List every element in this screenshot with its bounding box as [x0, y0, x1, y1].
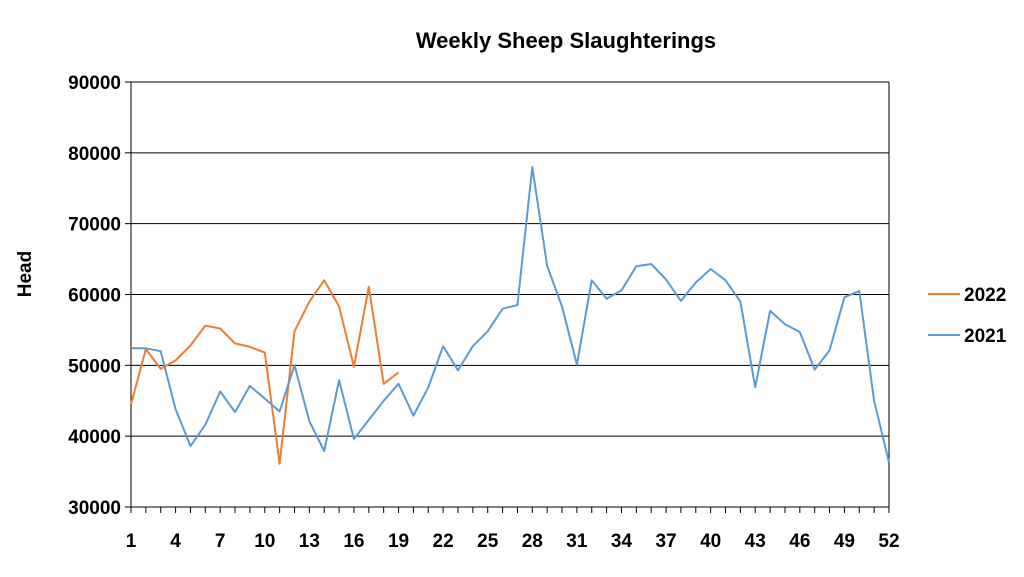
x-tick-label: 52 — [878, 531, 899, 552]
x-tick-label: 43 — [745, 531, 766, 552]
x-tick-label: 1 — [126, 531, 137, 552]
chart-title: Weekly Sheep Slaughterings — [416, 28, 716, 53]
legend-label-2022: 2022 — [964, 285, 1006, 306]
y-tick-label: 40000 — [68, 427, 121, 448]
x-tick-label: 46 — [789, 531, 810, 552]
y-tick-label: 70000 — [68, 215, 121, 236]
series-line-2022 — [130, 279, 400, 465]
x-tick-label: 31 — [566, 531, 588, 552]
legend-label-2021: 2021 — [964, 326, 1007, 347]
x-tick-label: 7 — [215, 531, 226, 552]
y-tick-label: 90000 — [68, 73, 121, 94]
x-tick-label: 4 — [170, 531, 181, 552]
x-tick-label: 37 — [655, 531, 676, 552]
y-tick-label: 50000 — [68, 356, 121, 377]
x-tick-label: 19 — [388, 531, 409, 552]
series-line-2021 — [131, 166, 890, 463]
x-tick-label: 28 — [522, 531, 543, 552]
y-tick-label: 60000 — [68, 286, 121, 307]
x-tick-label: 22 — [433, 531, 454, 552]
x-tick-label: 49 — [834, 531, 855, 552]
x-tick-label: 10 — [254, 531, 275, 552]
y-tick-label: 80000 — [68, 144, 121, 165]
x-tick-label: 16 — [343, 531, 364, 552]
x-tick-label: 25 — [477, 531, 499, 552]
y-axis-label: Head — [15, 251, 36, 297]
y-tick-label: 30000 — [68, 498, 121, 519]
x-tick-label: 13 — [299, 531, 320, 552]
x-tick-label: 34 — [611, 531, 633, 552]
x-tick-label: 40 — [700, 531, 721, 552]
